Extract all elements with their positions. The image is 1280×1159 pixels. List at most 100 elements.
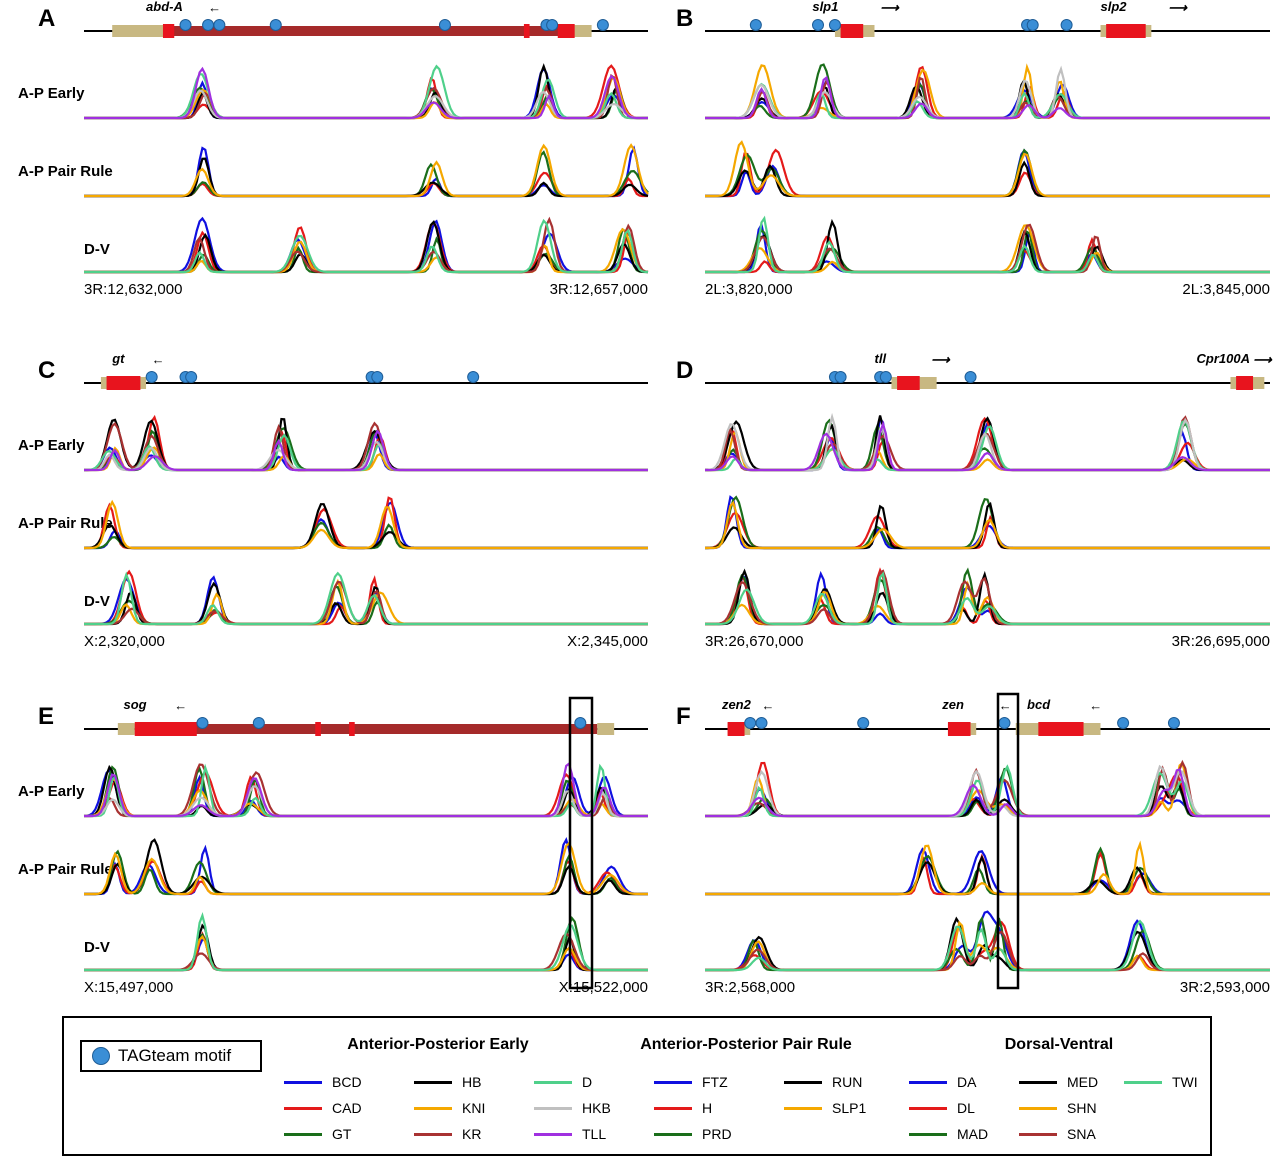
profile-twi	[84, 571, 648, 626]
gene-name: zen2	[721, 697, 752, 712]
legend-swatch	[284, 1080, 322, 1084]
gene-direction-arrow: ⟶	[1168, 0, 1188, 15]
profile-med	[705, 218, 1270, 274]
legend-swatch	[534, 1080, 572, 1084]
coord-right: 3R:26,695,000	[1172, 633, 1270, 650]
legend-item-da: DA	[909, 1074, 976, 1090]
profile-da	[705, 221, 1270, 274]
motif-icon	[998, 717, 1011, 729]
gene-name: bcd	[1027, 697, 1051, 712]
legend-label: DL	[957, 1100, 975, 1116]
exon-block	[1236, 376, 1254, 390]
profile-gt	[84, 86, 648, 120]
motif-icon	[1026, 19, 1039, 31]
panel-letter: E	[38, 703, 54, 730]
highlight-box	[568, 696, 594, 990]
exon-block	[523, 24, 530, 38]
profile-run	[705, 160, 1270, 198]
exon-block	[349, 722, 355, 736]
legend-group-ap-early: Anterior-Posterior Early	[304, 1036, 572, 1054]
gene-name: slp1	[812, 0, 838, 14]
panel-letter: A	[38, 5, 55, 32]
gene-direction-arrow: ⟶	[1253, 352, 1273, 367]
gene-name: tll	[875, 351, 887, 366]
track-label: A-P Early	[18, 437, 85, 454]
gene-name: slp2	[1101, 0, 1128, 14]
profile-h	[704, 511, 1270, 550]
legend-label: SLP1	[832, 1100, 867, 1116]
legend-swatch	[1019, 1106, 1057, 1110]
track-label: A-P Pair Rule	[18, 163, 113, 180]
motif-icon	[574, 717, 587, 729]
exon-block	[557, 24, 575, 38]
profile-bcd	[705, 78, 1270, 120]
exon-block	[315, 722, 321, 736]
legend-item-shn: SHN	[1019, 1100, 1097, 1116]
coord-right: X:15,522,000	[559, 979, 648, 996]
panel-letter: B	[676, 5, 693, 32]
motif-icon	[879, 371, 892, 383]
legend-swatch	[784, 1106, 822, 1110]
coord-right: 3R:12,657,000	[550, 281, 648, 298]
profile-tll	[705, 768, 1270, 818]
profile-sna	[84, 580, 648, 626]
profile-kni	[84, 75, 648, 120]
profile-h	[705, 148, 1270, 198]
profile-run	[83, 503, 648, 550]
legend-label: BCD	[332, 1074, 362, 1090]
profile-mad	[705, 915, 1270, 972]
legend-item-bcd: BCD	[284, 1074, 362, 1090]
legend-item-run: RUN	[784, 1074, 862, 1090]
profile-mad	[705, 228, 1270, 274]
profile-tll	[84, 66, 648, 120]
profile-slp1	[705, 140, 1270, 198]
legend-swatch	[654, 1132, 692, 1136]
legend-swatch	[414, 1106, 452, 1110]
highlight-box	[996, 692, 1020, 990]
legend-label: SNA	[1067, 1126, 1096, 1142]
gene-name: abd-A	[146, 0, 183, 14]
legend-item-gt: GT	[284, 1126, 351, 1142]
profile-ftz	[84, 145, 649, 198]
legend-group-title: Dorsal-Ventral	[1004, 1036, 1114, 1053]
legend-swatch	[909, 1106, 947, 1110]
legend-group-title: Anterior-Posterior Early	[347, 1036, 529, 1053]
profile-hkb	[705, 65, 1270, 120]
motif-icon	[1167, 717, 1180, 729]
profile-hb	[84, 63, 648, 120]
profile-da	[705, 910, 1270, 972]
profile-d	[705, 82, 1270, 120]
legend-label: DA	[957, 1074, 977, 1090]
gene-direction-arrow: ←	[762, 698, 775, 713]
track-label: A-P Early	[18, 783, 85, 800]
profile-d	[84, 64, 648, 120]
profile-slp1	[84, 143, 649, 198]
legend-item-hb: HB	[414, 1074, 481, 1090]
profile-twi	[705, 919, 1270, 972]
profile-prd	[705, 148, 1270, 198]
utr-block	[597, 723, 615, 735]
profile-bcd	[84, 66, 648, 120]
gene-direction-arrow: ←	[208, 0, 221, 15]
profile-kr	[705, 76, 1270, 120]
legend-label: PRD	[702, 1126, 732, 1142]
legend-item-slp1: SLP1	[784, 1100, 866, 1116]
legend-swatch	[784, 1080, 822, 1084]
legend-swatch	[909, 1132, 947, 1136]
motif-icon	[196, 717, 209, 729]
legend-swatch	[654, 1080, 692, 1084]
coord-left: 3R:12,632,000	[84, 281, 182, 298]
motif-icon	[828, 19, 841, 31]
legend-item-mad: MAD	[909, 1126, 988, 1142]
profile-kr	[84, 73, 648, 120]
motif-icon	[749, 19, 762, 31]
profile-gt	[705, 63, 1270, 120]
coord-left: 3R:2,568,000	[705, 979, 795, 996]
exon-block	[106, 376, 141, 390]
motif-icon	[1117, 717, 1130, 729]
track-label: A-P Pair Rule	[18, 515, 113, 532]
profile-kni	[705, 63, 1270, 120]
legend-label: GT	[332, 1126, 352, 1142]
